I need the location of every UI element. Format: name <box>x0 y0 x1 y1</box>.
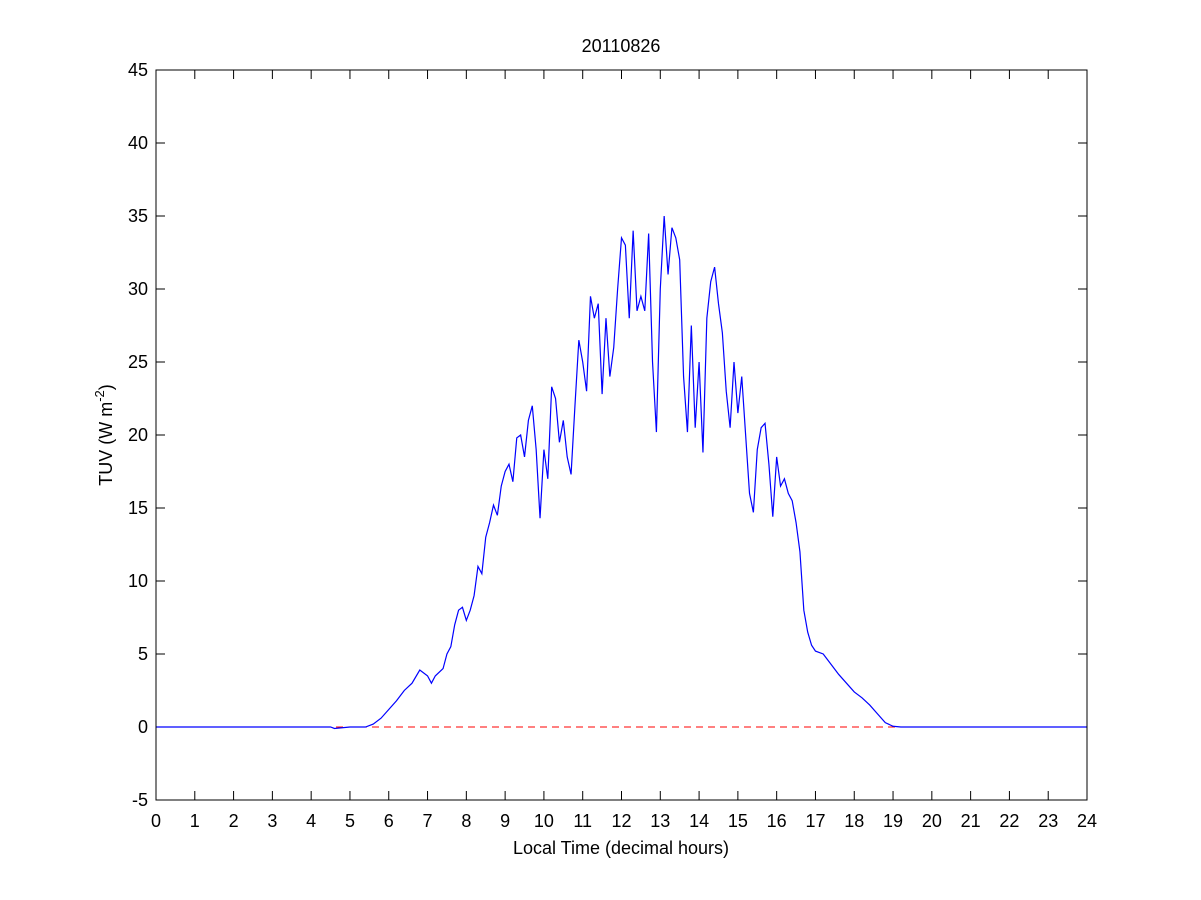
x-tick-label: 5 <box>345 811 355 831</box>
x-axis-label: Local Time (decimal hours) <box>513 838 729 858</box>
y-axis-label: TUV (W m-2) <box>92 384 116 486</box>
x-tick-label: 19 <box>883 811 903 831</box>
chart-title: 20110826 <box>582 36 661 56</box>
y-tick-label: 10 <box>128 571 148 591</box>
x-tick-label: 1 <box>190 811 200 831</box>
x-tick-label: 16 <box>767 811 787 831</box>
x-tick-label: 6 <box>384 811 394 831</box>
y-tick-label: 15 <box>128 498 148 518</box>
y-tick-label: 0 <box>138 717 148 737</box>
x-tick-label: 8 <box>461 811 471 831</box>
x-tick-label: 24 <box>1077 811 1097 831</box>
x-tick-label: 7 <box>423 811 433 831</box>
x-tick-label: 22 <box>999 811 1019 831</box>
x-tick-label: 23 <box>1038 811 1058 831</box>
x-tick-label: 18 <box>844 811 864 831</box>
y-axis-label-end: ) <box>96 384 116 390</box>
x-tick-label: 0 <box>151 811 161 831</box>
y-tick-label: 40 <box>128 133 148 153</box>
data-line <box>156 215 1087 730</box>
x-tick-label: 11 <box>573 811 592 831</box>
x-tick-label: 21 <box>961 811 981 831</box>
x-tick-label: 20 <box>922 811 942 831</box>
x-tick-label: 15 <box>728 811 748 831</box>
x-tick-label: 17 <box>805 811 825 831</box>
x-tick-label: 12 <box>611 811 631 831</box>
x-tick-label: 14 <box>689 811 709 831</box>
plot-frame <box>155 69 1088 801</box>
x-tick-label: 13 <box>650 811 670 831</box>
y-tick-label: 5 <box>138 644 148 664</box>
y-tick-label: 30 <box>128 279 148 299</box>
x-tick-label: 10 <box>534 811 554 831</box>
y-tick-label: 35 <box>128 206 148 226</box>
x-tick-label: 9 <box>500 811 510 831</box>
y-axis-label-superscript: -2 <box>92 390 107 402</box>
y-axis-label-main: TUV (W m <box>96 402 116 486</box>
y-tick-label: 45 <box>128 60 148 80</box>
y-tick-label: 20 <box>128 425 148 445</box>
x-tick-label: 2 <box>229 811 239 831</box>
y-tick-label: 25 <box>128 352 148 372</box>
y-tick-label: -5 <box>132 790 148 810</box>
x-tick-label: 4 <box>306 811 316 831</box>
x-tick-label: 3 <box>267 811 277 831</box>
